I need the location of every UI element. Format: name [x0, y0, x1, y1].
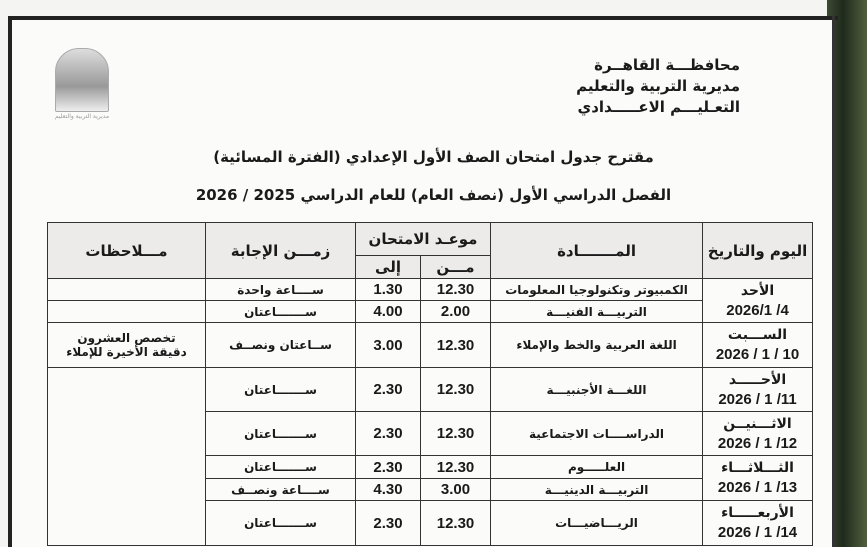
table-row: الأربعـــــاء 2026 / 1 /14 الريـــاضيـــا…	[48, 500, 814, 546]
to-cell: 2.30	[354, 455, 422, 479]
day-name: الاثـــنيــن	[723, 415, 792, 432]
table-row: الســـبت 2026 / 1 / 10 اللغة العربية والخ…	[47, 322, 814, 368]
from-cell: 12.30	[420, 322, 492, 368]
table-row: الأحـــــد 2026 / 1 /11 اللغـــة الأجنبيـ…	[47, 367, 814, 546]
exam-schedule-table: اليوم والتاريخ المـــــــادة موعـد الامت…	[47, 222, 814, 546]
day-cell: الأحد 2026/1 /4	[702, 278, 814, 323]
from-cell: 12.30	[420, 411, 492, 456]
notes-cell	[47, 278, 206, 301]
table-row: التربيـــة الفنيـــة 2.00 4.00 ســـــــا…	[47, 300, 813, 323]
stage: التعـليـــم الاعـــــدادي	[577, 98, 740, 116]
subject-cell: العلـــــوم	[490, 455, 704, 479]
notes-cell: تخصص العشرون دقيقة الأخيرة للإملاء	[47, 322, 206, 368]
header-day-date: اليوم والتاريخ	[702, 222, 814, 279]
from-cell: 12.30	[420, 367, 492, 412]
duration-cell: ســــاعة واحدة	[205, 278, 356, 301]
letterhead: محافظـــة القاهــرة مديرية التربية والتع…	[576, 55, 740, 118]
notes-cell	[47, 300, 206, 323]
to-cell: 3.00	[354, 322, 422, 368]
page-border	[8, 16, 12, 547]
duration-cell: ســـــــاعتان	[205, 300, 356, 323]
duration-cell: ســـــــاعتان	[205, 500, 356, 546]
duration-cell: ســــاعة ونصــف	[205, 478, 356, 501]
to-cell: 2.30	[354, 367, 422, 412]
header-from: مـــن	[420, 255, 492, 279]
subject-cell: اللغـــة الأجنبيـــة	[490, 367, 704, 412]
table-row: الأحد 2026/1 /4 الكمبيوتر وتكنولوجيا المع…	[47, 278, 814, 323]
table-row: الاثـــنيــن 2026 / 1 /12 الدراســــات ال…	[48, 411, 814, 456]
header-notes: مـــلاحظات	[47, 222, 206, 279]
from-cell: 3.00	[420, 478, 492, 501]
day-cell: الأربعـــــاء 2026 / 1 /14	[702, 500, 814, 546]
day-name: الأربعـــــاء	[721, 505, 794, 521]
directorate: مديرية التربية والتعليم	[576, 77, 740, 95]
to-cell: 4.30	[354, 478, 422, 501]
duration-cell: ســاعتان ونصــف	[205, 322, 356, 368]
exam-date: 2026 / 1 / 10	[715, 346, 800, 363]
logo-caption: مديرية التربية والتعليم	[54, 113, 110, 120]
subject-cell: التربيـــة الفنيـــة	[490, 300, 704, 323]
table-row: الثـــلاثـــاء 2026 / 1 /13 العلـــــوم 1…	[48, 455, 814, 501]
subject-cell: الريـــاضيـــات	[490, 500, 704, 546]
exam-date: 2026 / 1 /12	[717, 434, 798, 452]
document-subtitle: الفصل الدراسي الأول (نصف العام) للعام ال…	[195, 186, 672, 204]
header-to: إلى	[354, 255, 422, 279]
governorate: محافظـــة القاهــرة	[594, 56, 740, 74]
header-duration: زمـــن الإجابة	[205, 222, 356, 279]
page-border	[8, 16, 838, 20]
subject-cell: التربيـــة الدينيـــة	[490, 478, 704, 501]
notes-cell	[47, 367, 206, 546]
duration-cell: ســـــــاعتان	[205, 367, 356, 412]
day-name: الســـبت	[727, 327, 788, 343]
to-cell: 2.30	[354, 411, 422, 456]
header-subject: المـــــــادة	[490, 222, 704, 279]
from-cell: 12.30	[420, 278, 492, 301]
subject-cell: الكمبيوتر وتكنولوجيا المعلومات	[490, 278, 704, 301]
exam-date: 2026 / 1 /11	[718, 390, 797, 408]
to-cell: 2.30	[354, 500, 422, 546]
subject-cell: اللغة العربية والخط والإملاء	[490, 322, 704, 368]
day-cell: الثـــلاثـــاء 2026 / 1 /13	[702, 455, 814, 501]
from-cell: 12.30	[420, 500, 492, 546]
day-name: الأحد	[740, 282, 775, 299]
duration-cell: ســـــــاعتان	[205, 411, 356, 456]
page-border	[832, 16, 835, 547]
document-title: مقترح جدول امتحان الصف الأول الإعدادي (ا…	[213, 148, 654, 166]
exam-date: 2026 / 1 /14	[717, 524, 798, 541]
to-cell: 4.00	[354, 300, 422, 323]
day-name: الأحـــــد	[728, 371, 787, 388]
day-name: الثـــلاثـــاء	[721, 460, 794, 476]
header-exam-time: موعـد الامتحان	[354, 222, 492, 256]
exam-date: 2026 / 1 /13	[717, 479, 798, 496]
day-cell: الأحـــــد 2026 / 1 /11	[702, 367, 814, 412]
exam-date: 2026/1 /4	[726, 301, 789, 319]
subject-cell: الدراســــات الاجتماعية	[490, 411, 704, 456]
from-cell: 12.30	[420, 455, 492, 479]
day-cell: الســـبت 2026 / 1 / 10	[702, 322, 814, 368]
directorate-logo	[55, 48, 109, 112]
day-cell: الاثـــنيــن 2026 / 1 /12	[702, 411, 814, 456]
from-cell: 2.00	[420, 300, 492, 323]
to-cell: 1.30	[354, 278, 422, 301]
duration-cell: ســـــــاعتان	[205, 455, 356, 479]
